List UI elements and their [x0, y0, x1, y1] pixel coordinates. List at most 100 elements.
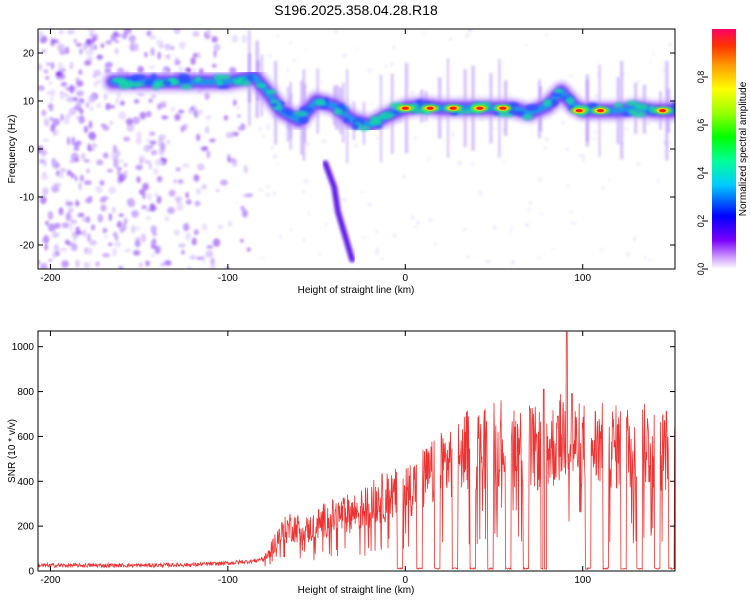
- speckle-mark: [134, 42, 139, 52]
- speckle-mark: [43, 118, 48, 127]
- speckle-mark: [342, 53, 347, 58]
- speckle-mark: [75, 226, 81, 235]
- speckle-mark: [146, 138, 150, 143]
- y-tick-label: 20: [23, 49, 35, 60]
- speckle-mark: [65, 201, 74, 207]
- speckle-mark: [236, 202, 239, 205]
- speckle-mark: [270, 145, 274, 151]
- speckle-mark: [42, 235, 50, 244]
- ridge-blob: [180, 84, 193, 90]
- speckle-mark: [206, 245, 214, 249]
- ridge-blob: [118, 82, 130, 90]
- speckle-mark: [133, 98, 140, 104]
- y-tick-label: -10: [20, 193, 35, 204]
- speckle-mark: [136, 130, 142, 139]
- hot-spot-core: [449, 106, 457, 110]
- speckle-mark: [307, 211, 310, 216]
- speckle-mark: [74, 142, 79, 151]
- y-tick-label: 10: [23, 97, 35, 108]
- speckle-mark: [157, 51, 162, 60]
- speckle-mark: [177, 179, 184, 184]
- speckle-mark: [233, 99, 237, 107]
- ridge-blob: [634, 102, 648, 111]
- speckle-mark: [39, 262, 48, 269]
- speckle-mark: [88, 94, 96, 104]
- speckle-mark: [301, 189, 305, 194]
- speckle-mark: [66, 29, 75, 35]
- speckle-mark: [463, 227, 467, 232]
- speckle-mark: [90, 224, 96, 231]
- speckle-mark: [68, 107, 77, 115]
- speckle-mark: [185, 192, 189, 199]
- speckle-mark: [119, 100, 125, 106]
- ridge-blob: [130, 82, 144, 88]
- speckle-mark: [392, 45, 396, 51]
- speckle-mark: [129, 42, 136, 52]
- speckle-mark: [114, 48, 119, 55]
- speckle-mark: [145, 159, 150, 165]
- speckle-mark: [91, 142, 96, 152]
- speckle-mark: [105, 102, 111, 111]
- speckle-mark: [46, 62, 51, 66]
- speckle-mark: [566, 184, 571, 188]
- speckle-mark: [272, 154, 278, 159]
- speckle-mark: [129, 198, 134, 206]
- speckle-mark: [529, 200, 533, 205]
- speckle-mark: [176, 202, 184, 211]
- speckle-mark: [304, 48, 307, 51]
- speckle-mark: [146, 30, 152, 37]
- ridge-blob: [379, 111, 394, 120]
- speckle-mark: [190, 106, 195, 111]
- speckle-mark: [318, 252, 322, 256]
- speckle-mark: [49, 97, 54, 101]
- speckle-mark: [38, 63, 42, 71]
- speckle-mark: [142, 182, 150, 191]
- speckle-mark: [69, 159, 76, 164]
- ridge-blob: [293, 111, 307, 117]
- speckle-mark: [123, 136, 131, 142]
- speckle-mark: [181, 249, 185, 255]
- speckle-mark: [38, 85, 45, 91]
- speckle-mark: [178, 41, 186, 50]
- ridge-blob: [522, 113, 533, 121]
- speckle-mark: [136, 176, 141, 184]
- ridge-blob: [525, 104, 539, 111]
- hot-spots: [396, 104, 672, 115]
- speckle-mark: [45, 75, 50, 80]
- speckle-mark: [646, 121, 651, 125]
- speckle-mark: [100, 43, 105, 49]
- speckle-mark: [637, 79, 641, 82]
- y-tick-label: -20: [20, 241, 35, 252]
- x-tick-label: -100: [218, 273, 238, 284]
- speckle-mark: [61, 222, 70, 229]
- speckle-mark: [65, 86, 70, 91]
- ridge-blob: [671, 102, 675, 109]
- ridge-blob: [178, 73, 190, 81]
- ridge-blob: [317, 105, 330, 110]
- speckle-mark: [156, 39, 163, 46]
- speckle-mark: [115, 97, 120, 105]
- ridge-blob: [285, 110, 295, 116]
- speckle-mark: [135, 136, 142, 145]
- ridge-blob: [415, 99, 424, 106]
- speckle-mark: [83, 125, 89, 134]
- speckle-mark: [333, 29, 339, 34]
- speckle-mark: [374, 250, 380, 256]
- speckle-mark: [40, 195, 47, 205]
- speckle-mark: [569, 210, 573, 215]
- speckle-mark: [217, 224, 224, 230]
- speckle-mark: [660, 69, 665, 73]
- speckle-mark: [153, 245, 159, 251]
- speckle-mark: [118, 265, 124, 269]
- speckle-mark: [380, 257, 385, 261]
- speckle-mark: [161, 115, 168, 120]
- y-tick-label: 200: [17, 522, 34, 533]
- ridge-blob: [255, 83, 267, 89]
- speckle-mark: [215, 188, 220, 193]
- speckle-mark: [118, 213, 124, 217]
- colorbar-label: Normalized spectral amplitude: [738, 81, 749, 216]
- speckle-mark: [187, 265, 192, 269]
- speckle-mark: [180, 125, 185, 133]
